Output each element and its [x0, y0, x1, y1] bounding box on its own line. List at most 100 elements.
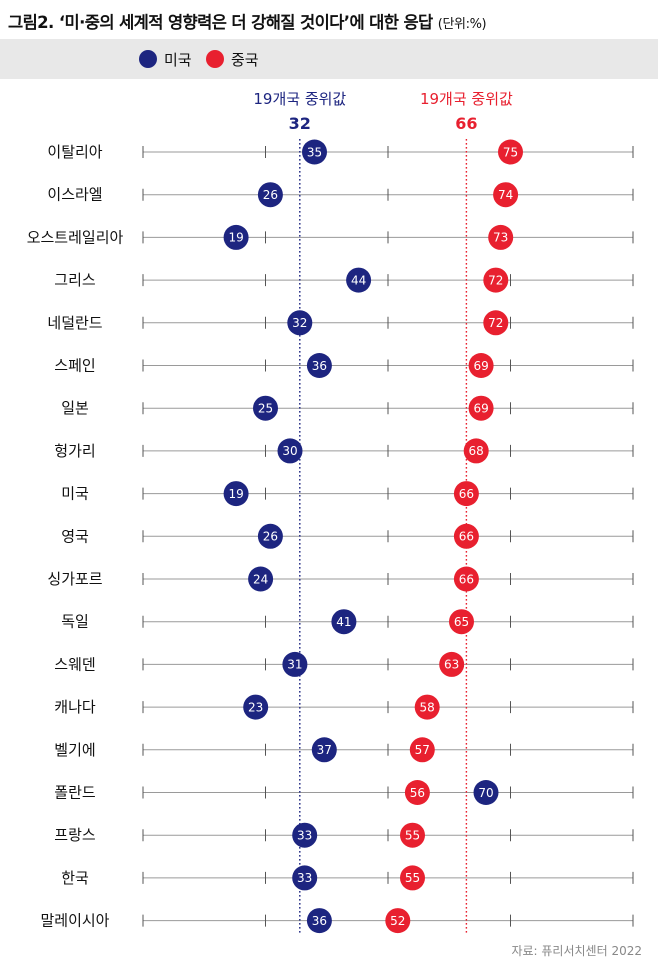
data-label-usa: 31	[287, 658, 302, 672]
data-point-china	[400, 822, 425, 848]
row-label: 이탈리아	[47, 143, 102, 161]
data-label-usa: 70	[478, 786, 493, 800]
row-label: 네덜란드	[47, 314, 102, 332]
data-point-usa	[287, 310, 313, 336]
data-label-china: 73	[493, 231, 508, 245]
row-label: 캐나다	[54, 698, 96, 716]
data-point-usa	[311, 737, 337, 763]
source-note: 자료: 퓨리서치센터 2022	[511, 944, 642, 958]
legend-item-usa: 미국	[139, 49, 192, 69]
data-point-usa	[292, 822, 318, 848]
data-label-china: 55	[405, 829, 420, 843]
data-point-usa	[282, 651, 308, 677]
data-label-china: 68	[469, 444, 484, 458]
data-point-china	[453, 566, 479, 592]
row-label: 스페인	[54, 357, 95, 375]
median-value-usa: 32	[289, 114, 311, 133]
data-point-usa	[306, 353, 332, 378]
row-label: 프랑스	[54, 826, 96, 844]
legend-swatch-usa	[139, 50, 157, 68]
data-label-usa: 35	[307, 145, 322, 159]
data-point-usa	[473, 780, 499, 805]
data-point-china	[453, 523, 479, 549]
data-point-china	[468, 353, 494, 378]
data-point-usa	[331, 609, 357, 635]
data-label-usa: 25	[258, 402, 273, 416]
data-point-china	[483, 310, 509, 336]
legend: 미국 중국	[0, 39, 658, 79]
data-label-china: 57	[415, 743, 430, 757]
data-label-china: 72	[488, 316, 503, 330]
data-label-usa: 41	[336, 615, 351, 629]
data-point-usa	[248, 566, 274, 592]
median-label-china: 19개국 중위값	[420, 90, 513, 108]
data-label-china: 52	[390, 914, 405, 928]
data-point-china	[493, 182, 519, 208]
row-label: 싱가포르	[47, 570, 102, 588]
chart-title: 그림2. ‘미·중의 세계적 영향력은 더 강해질 것이다’에 대한 응답 (단…	[8, 9, 487, 33]
data-label-china: 69	[473, 359, 488, 373]
data-point-china	[400, 865, 425, 891]
legend-item-china: 중국	[206, 49, 259, 69]
median-label-usa: 19개국 중위값	[253, 90, 346, 108]
row-label: 미국	[61, 485, 89, 503]
data-label-china: 56	[410, 786, 425, 800]
data-label-china: 65	[454, 615, 469, 629]
legend-swatch-china	[206, 50, 224, 68]
row-label: 폴란드	[54, 784, 96, 802]
data-point-china	[488, 224, 514, 250]
legend-label-usa: 미국	[164, 50, 192, 69]
data-point-china	[449, 609, 474, 635]
data-point-usa	[253, 395, 278, 421]
data-label-usa: 36	[312, 914, 327, 928]
data-label-china: 58	[420, 700, 435, 714]
row-label: 한국	[61, 869, 89, 887]
row-label: 말레이시아	[40, 912, 109, 930]
data-point-usa	[306, 908, 332, 934]
data-point-china	[468, 395, 494, 421]
data-point-china	[414, 694, 440, 720]
chart-title-text: 그림2. ‘미·중의 세계적 영향력은 더 강해질 것이다’에 대한 응답	[8, 13, 433, 32]
data-point-china	[463, 438, 489, 464]
row-label: 헝가리	[54, 442, 95, 460]
data-label-usa: 24	[253, 572, 268, 586]
data-label-usa: 33	[297, 871, 312, 885]
row-label: 영국	[61, 527, 89, 545]
data-label-usa: 26	[263, 188, 278, 202]
data-label-usa: 37	[317, 743, 332, 757]
median-value-china: 66	[455, 114, 477, 133]
data-point-china	[483, 267, 509, 293]
data-point-usa	[302, 139, 327, 165]
row-label: 그리스	[54, 271, 96, 289]
data-label-usa: 33	[297, 829, 312, 843]
row-label: 오스트레일리아	[27, 228, 124, 246]
data-point-usa	[223, 481, 249, 507]
data-point-usa	[243, 694, 269, 720]
data-label-usa: 44	[351, 273, 366, 287]
data-point-china	[439, 651, 465, 677]
data-label-china: 72	[488, 273, 503, 287]
data-label-china: 66	[459, 572, 474, 586]
row-label: 벨기에	[54, 741, 95, 759]
row-label: 독일	[61, 613, 89, 631]
data-label-usa: 32	[292, 316, 307, 330]
row-label: 스웨덴	[54, 655, 95, 673]
row-label: 이스라엘	[47, 186, 102, 204]
data-point-usa	[223, 224, 249, 250]
data-point-china	[409, 737, 435, 763]
data-label-china: 74	[498, 188, 513, 202]
data-point-china	[453, 481, 479, 507]
data-label-china: 66	[459, 530, 474, 544]
data-label-usa: 36	[312, 359, 327, 373]
legend-label-china: 중국	[231, 50, 259, 69]
data-label-china: 75	[503, 145, 518, 159]
data-point-china	[404, 780, 430, 805]
data-point-china	[498, 139, 523, 165]
row-label: 일본	[61, 399, 89, 417]
data-point-usa	[346, 267, 372, 293]
data-label-usa: 30	[282, 444, 297, 458]
data-label-usa: 19	[228, 487, 243, 501]
data-point-usa	[292, 865, 318, 891]
data-point-usa	[257, 182, 283, 208]
